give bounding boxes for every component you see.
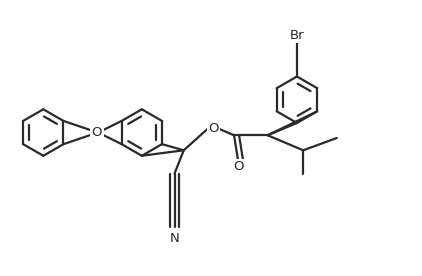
Text: N: N (170, 232, 179, 245)
Text: O: O (92, 126, 102, 139)
Text: O: O (208, 122, 218, 135)
Text: O: O (233, 160, 243, 173)
Text: Br: Br (289, 29, 304, 42)
